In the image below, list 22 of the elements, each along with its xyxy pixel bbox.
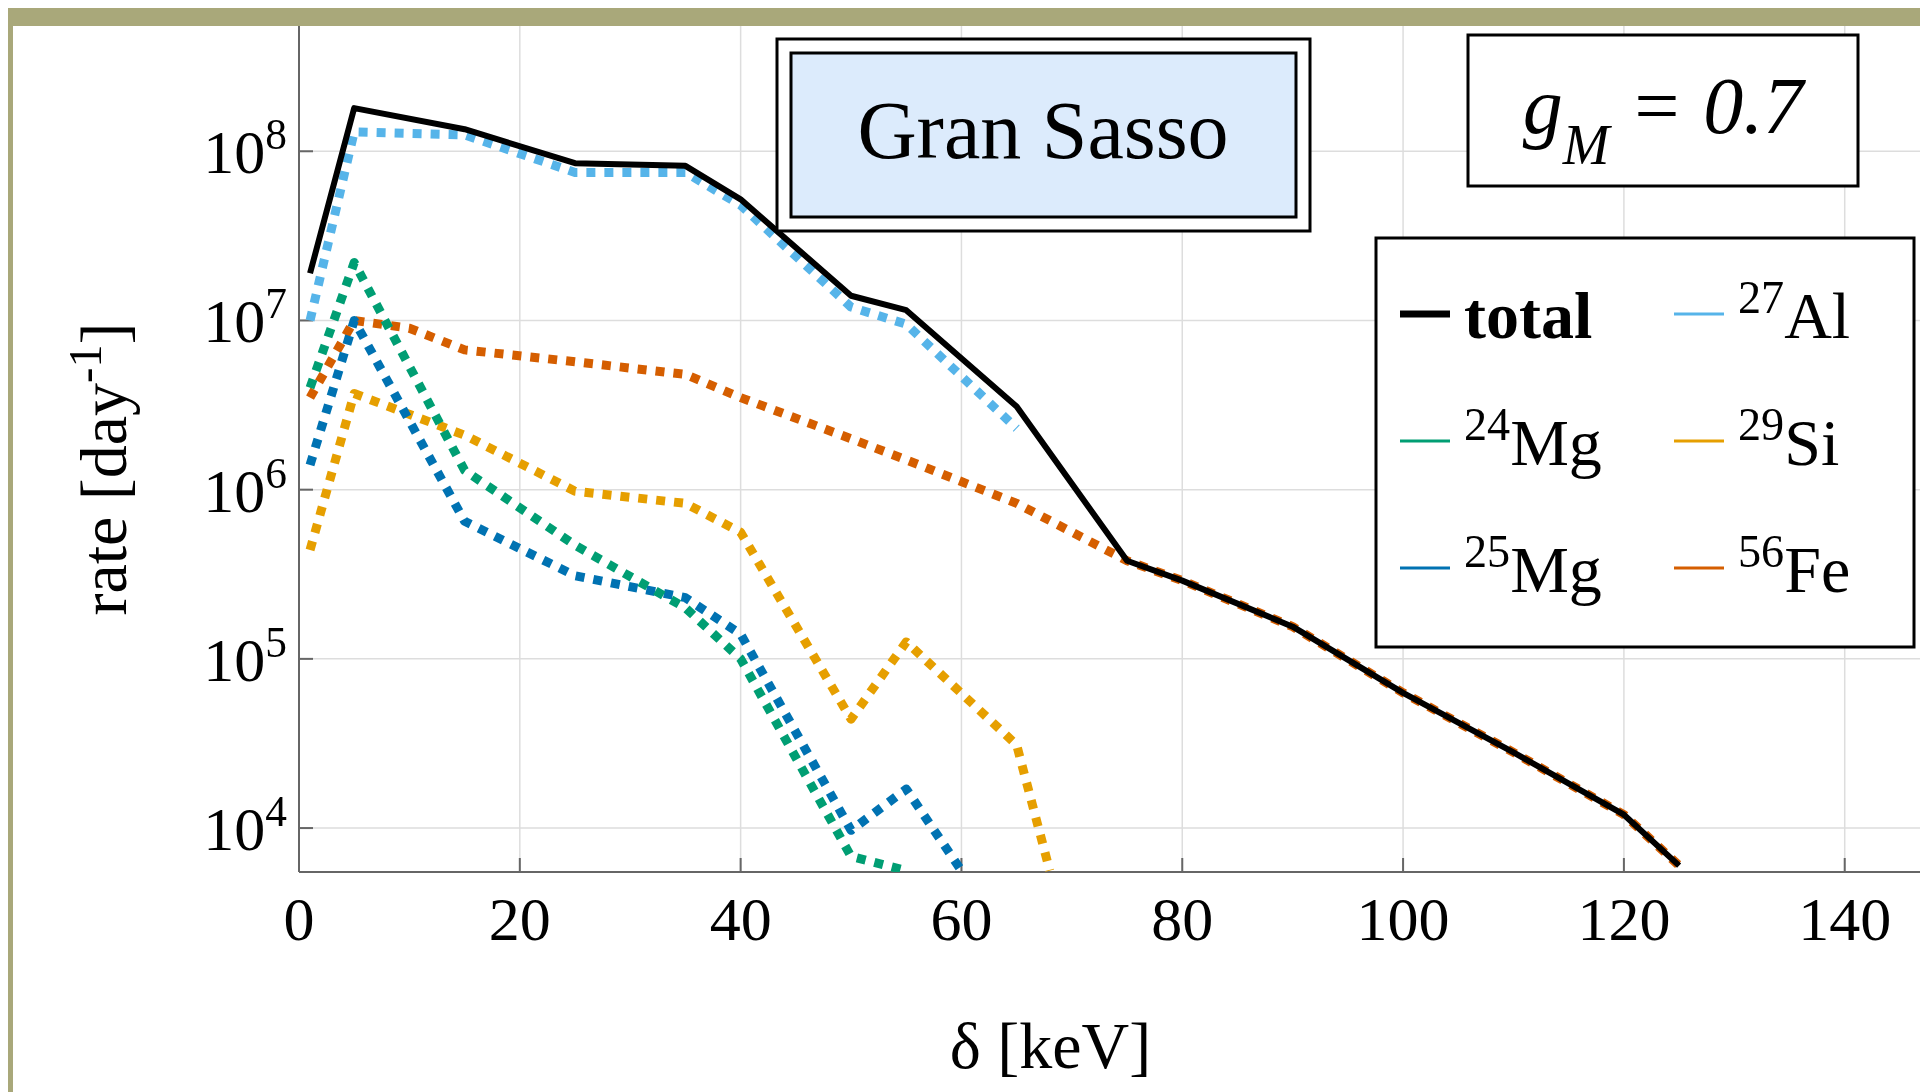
y-tick-label: 10$^{8}$ — [203, 110, 287, 187]
x-axis-title: δ [keV] — [949, 1009, 1152, 1082]
x-tick-label: 100 — [1356, 885, 1450, 953]
x-tick-label: 140 — [1798, 885, 1892, 953]
legend-label: total — [1464, 279, 1593, 352]
y-tick-label: 10$^{7}$ — [203, 279, 287, 356]
annotation: Gran Sasso — [857, 85, 1229, 176]
x-tick-label: 120 — [1577, 885, 1671, 953]
legend-label: $^{24}$Mg — [1464, 398, 1602, 479]
y-tick-label: 10$^{4}$ — [203, 787, 288, 864]
annotation: g$_{M}$ = 0.7 — [1522, 62, 1807, 176]
x-tick-label: 40 — [709, 885, 772, 953]
x-tick-label: 80 — [1151, 885, 1214, 953]
x-tick-label: 60 — [930, 885, 993, 953]
x-tick-label: 20 — [488, 885, 551, 953]
legend-label: $^{25}$Mg — [1464, 525, 1602, 606]
legend-label: $^{27}$Al — [1738, 271, 1851, 352]
y-tick-label: 10$^{5}$ — [203, 617, 287, 694]
x-tick-label: 0 — [283, 885, 315, 953]
legend-label: $^{56}$Fe — [1738, 525, 1851, 606]
legend-label: $^{29}$Si — [1738, 398, 1840, 479]
y-tick-label: 10$^{6}$ — [203, 448, 287, 525]
